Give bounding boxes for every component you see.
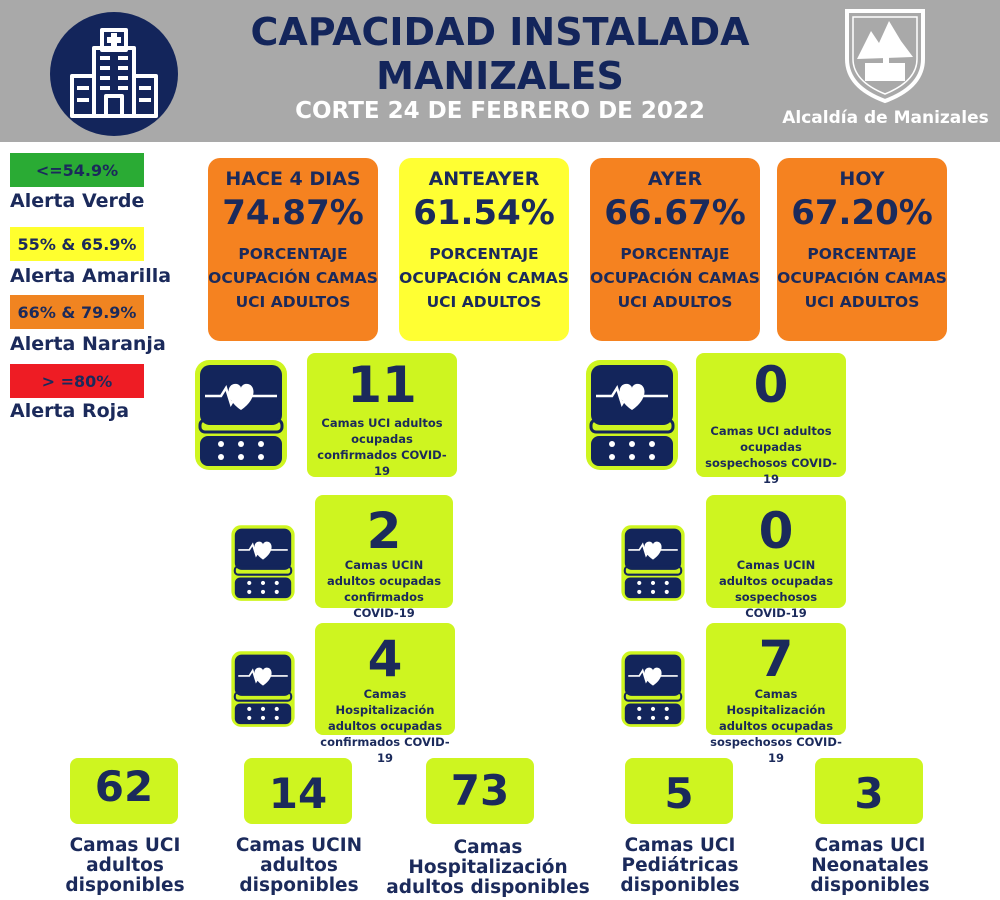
- legend-orange-range: 66% & 79.9%: [10, 295, 144, 329]
- stat-card-uci-confirmed: 11 Camas UCI adultos ocupadas confirmado…: [307, 353, 457, 478]
- stat-card-hosp-suspected: 7 Camas Hospitalización adultos ocupadas…: [706, 623, 846, 765]
- stat-label: Camas UCI adultos ocupadas confirmados C…: [317, 416, 447, 478]
- hospital-building-icon: [70, 28, 158, 118]
- available-uci-pediatric-label: Camas UCI Pediátricas disponibles: [620, 835, 740, 896]
- occupancy-period: HACE 4 DIAS: [225, 168, 361, 190]
- available-hospitalization-label: Camas Hospitalización adultos disponible…: [386, 837, 590, 898]
- city-crest-icon: [845, 9, 925, 104]
- header-banner: CAPACIDAD INSTALADA MANIZALES CORTE 24 D…: [0, 0, 1000, 142]
- stat-label: Camas Hospitalización adultos ocupadas s…: [710, 687, 842, 765]
- heart-monitor-icon: [230, 524, 296, 602]
- available-uci-adults-label: Camas UCI adultos disponibles: [65, 835, 185, 896]
- page-title-line1: CAPACIDAD INSTALADA: [250, 10, 750, 54]
- available-ucin-adults-value: 14: [244, 758, 352, 824]
- stat-label: Camas UCIN adultos ocupadas sospechosos …: [718, 558, 834, 620]
- stat-value: 2: [366, 502, 402, 560]
- report-date: CORTE 24 DE FEBRERO DE 2022: [295, 98, 705, 124]
- stat-card-ucin-confirmed: 2 Camas UCIN adultos ocupadas confirmado…: [315, 495, 453, 620]
- occupancy-percentage: 74.87%: [222, 193, 364, 233]
- stat-value: 7: [758, 630, 794, 688]
- stat-label: Camas UCI adultos ocupadas sospechosos C…: [705, 424, 837, 486]
- hospital-logo: [50, 12, 178, 136]
- stat-card-hosp-confirmed: 4 Camas Hospitalización adultos ocupadas…: [315, 623, 455, 765]
- available-uci-pediatric-value: 5: [625, 758, 733, 824]
- page-title-line2: MANIZALES: [376, 54, 624, 98]
- stat-value: 0: [758, 502, 794, 560]
- legend-yellow-range: 55% & 65.9%: [10, 227, 144, 261]
- occupancy-description: PORCENTAJE OCUPACIÓN CAMAS UCI ADULTOS: [208, 245, 378, 311]
- occupancy-description: PORCENTAJE OCUPACIÓN CAMAS UCI ADULTOS: [399, 245, 569, 311]
- occupancy-period: HOY: [839, 168, 885, 190]
- occupancy-card-today: HOY 67.20% PORCENTAJE OCUPACIÓN CAMAS UC…: [777, 158, 947, 341]
- available-hospitalization-value: 73: [426, 758, 534, 824]
- organization-name: Alcaldía de Manizales: [782, 108, 989, 128]
- occupancy-percentage: 67.20%: [791, 193, 933, 233]
- occupancy-description: PORCENTAJE OCUPACIÓN CAMAS UCI ADULTOS: [590, 245, 760, 311]
- heart-monitor-icon: [620, 650, 686, 728]
- stat-label: Camas UCIN adultos ocupadas confirmados …: [326, 558, 442, 620]
- occupancy-period: ANTEAYER: [428, 168, 540, 190]
- stat-value: 4: [367, 630, 403, 688]
- stat-value: 0: [753, 356, 789, 414]
- legend-green-label: Alerta Verde: [10, 190, 145, 212]
- legend-yellow-label: Alerta Amarilla: [10, 265, 172, 287]
- legend-red-label: Alerta Roja: [10, 400, 130, 422]
- heart-monitor-icon: [584, 358, 680, 472]
- occupancy-percentage: 66.67%: [604, 193, 746, 233]
- stat-card-ucin-suspected: 0 Camas UCIN adultos ocupadas sospechoso…: [706, 495, 846, 620]
- stat-label: Camas Hospitalización adultos ocupadas c…: [320, 687, 450, 765]
- occupancy-card-day-before-yesterday: ANTEAYER 61.54% PORCENTAJE OCUPACIÓN CAM…: [399, 158, 569, 341]
- occupancy-description: PORCENTAJE OCUPACIÓN CAMAS UCI ADULTOS: [777, 245, 947, 311]
- heart-monitor-icon: [230, 650, 296, 728]
- heart-monitor-icon: [193, 358, 289, 472]
- occupancy-period: AYER: [647, 168, 703, 190]
- available-ucin-adults-label: Camas UCIN adultos disponibles: [235, 835, 363, 896]
- available-uci-neonatal-label: Camas UCI Neonatales disponibles: [810, 835, 930, 896]
- legend-orange-label: Alerta Naranja: [10, 333, 166, 355]
- available-uci-neonatal-value: 3: [815, 758, 923, 824]
- stat-value: 11: [347, 356, 417, 414]
- legend-red-range: > =80%: [10, 364, 144, 398]
- legend-green-range: <=54.9%: [10, 153, 144, 187]
- heart-monitor-icon: [620, 524, 686, 602]
- occupancy-card-four-days-ago: HACE 4 DIAS 74.87% PORCENTAJE OCUPACIÓN …: [208, 158, 378, 341]
- occupancy-card-yesterday: AYER 66.67% PORCENTAJE OCUPACIÓN CAMAS U…: [590, 158, 760, 341]
- stat-card-uci-suspected: 0 Camas UCI adultos ocupadas sospechosos…: [696, 353, 846, 486]
- occupancy-percentage: 61.54%: [413, 193, 555, 233]
- available-uci-adults-value: 62: [70, 758, 178, 824]
